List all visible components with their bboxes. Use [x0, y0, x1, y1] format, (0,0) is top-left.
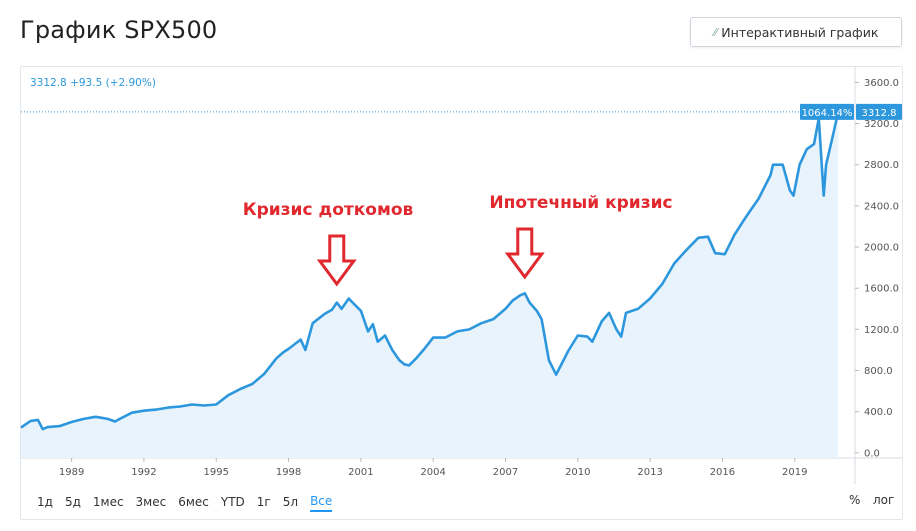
annotations: Кризис доткомов Ипотечный кризис [243, 193, 673, 287]
range-button[interactable]: 1г [256, 495, 271, 509]
annotation-label: Кризис доткомов [243, 200, 414, 220]
range-button[interactable]: 1д [37, 495, 53, 509]
range-button[interactable]: Все [310, 492, 333, 512]
range-button[interactable]: YTD [220, 495, 245, 509]
x-axis: 1989 1992 1995 1998 2001 2004 2007 2010 2013 2016… [59, 458, 807, 478]
annotation-label: Ипотечный кризис [489, 193, 672, 213]
last-percent-box [800, 103, 854, 120]
y-tick-label: 2800.0 [864, 160, 899, 171]
x-tick-label: 1998 [276, 467, 301, 478]
last-price-labels: 1064.14% 3312.8 [800, 103, 902, 120]
last-percent-label: 1064.14% [802, 108, 853, 119]
percent-scale-button[interactable]: % [849, 493, 861, 507]
price-line [20, 111, 840, 431]
chart-icon: ⁄⁄ [713, 25, 718, 39]
y-tick-label: 3600.0 [864, 78, 899, 89]
range-button[interactable]: 6мес [178, 495, 209, 509]
range-button[interactable]: 3мес [135, 495, 167, 509]
x-tick-label: 1995 [204, 467, 229, 478]
x-tick-label: 2001 [348, 467, 373, 478]
page-title: График SPX500 [20, 16, 218, 44]
y-axis: 3600.0 3200.0 2800.0 2400.0 2000.0 1600.0 1200… [855, 78, 899, 459]
x-tick-label: 2019 [782, 467, 807, 478]
x-tick-label: 1989 [59, 467, 84, 478]
y-tick-label: 1200.0 [864, 325, 899, 336]
interactive-chart-button-label: Интерактивный график [721, 24, 879, 40]
y-tick-label: 0.0 [864, 448, 880, 459]
range-button[interactable]: 5л [282, 495, 299, 509]
price-area [21, 111, 839, 459]
y-tick-label: 2000.0 [864, 243, 899, 254]
y-tick-label: 800.0 [864, 366, 893, 377]
range-selector: 1д 5д 1мес 3мес 6мес YTD 1г 5л Все% лог [20, 484, 903, 520]
interactive-chart-button[interactable]: ⁄⁄ Интерактивный график [690, 17, 902, 47]
range-button[interactable]: 1мес [92, 495, 124, 509]
log-scale-button[interactable]: лог [873, 493, 895, 507]
quote-header: 3312.8 +93.5 (+2.90%) [30, 77, 156, 89]
range-button[interactable]: 5д [64, 495, 81, 509]
last-price-box [856, 103, 902, 120]
x-tick-label: 1992 [131, 467, 156, 478]
x-tick-label: 2004 [420, 467, 445, 478]
last-price-label: 3312.8 [862, 108, 897, 119]
y-tick-label: 1600.0 [864, 284, 899, 295]
x-tick-label: 2016 [710, 467, 735, 478]
x-tick-label: 2013 [637, 467, 662, 478]
y-tick-label: 400.0 [864, 407, 893, 418]
y-tick-label: 2400.0 [864, 201, 899, 212]
annotation-arrow [504, 227, 545, 280]
x-tick-label: 2007 [493, 467, 518, 478]
y-tick-label: 3200.0 [864, 119, 899, 130]
x-tick-label: 2010 [565, 467, 590, 478]
annotation-arrow [316, 234, 357, 287]
